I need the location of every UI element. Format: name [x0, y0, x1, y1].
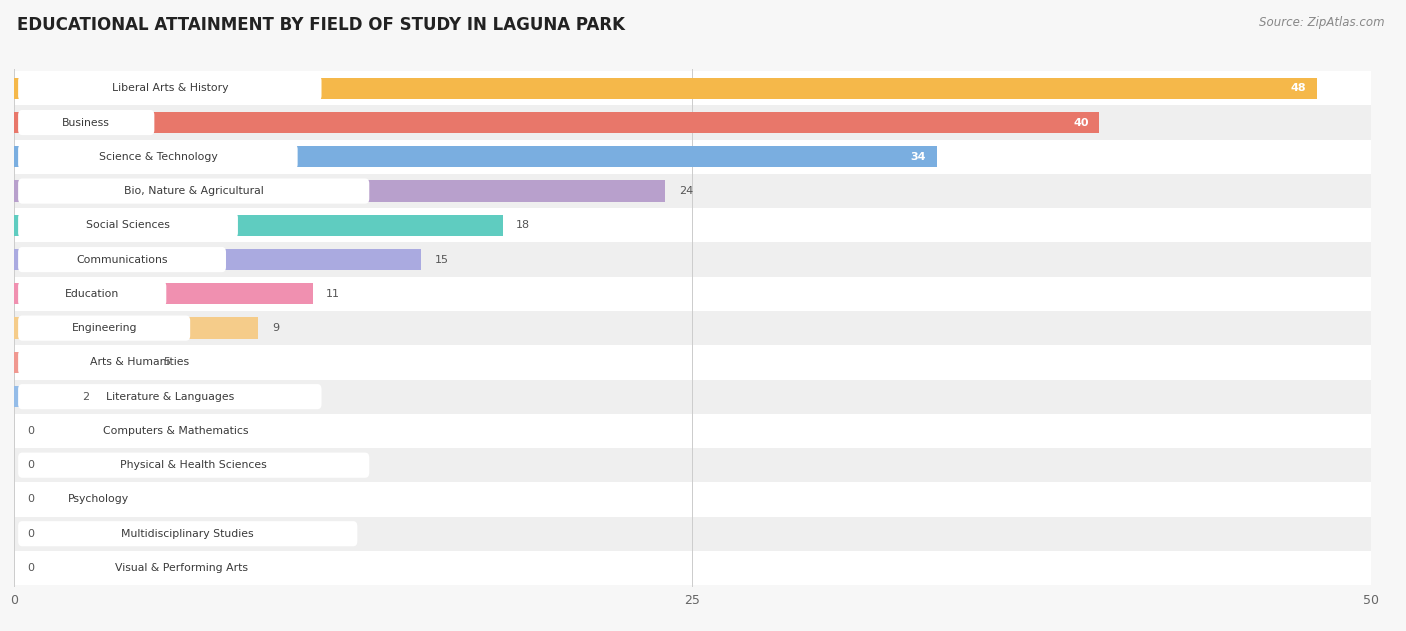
FancyBboxPatch shape	[18, 384, 322, 410]
FancyBboxPatch shape	[14, 71, 1371, 105]
Bar	[14, 112, 1099, 133]
Text: 0: 0	[28, 495, 35, 504]
Bar	[14, 215, 502, 236]
FancyBboxPatch shape	[14, 448, 1371, 482]
Text: Visual & Performing Arts: Visual & Performing Arts	[115, 563, 249, 573]
FancyBboxPatch shape	[14, 311, 1371, 345]
Text: 0: 0	[28, 460, 35, 470]
Text: 48: 48	[1291, 83, 1306, 93]
Text: 34: 34	[910, 152, 925, 162]
FancyBboxPatch shape	[14, 105, 1371, 139]
Text: Engineering: Engineering	[72, 323, 136, 333]
FancyBboxPatch shape	[14, 414, 1371, 448]
Text: Business: Business	[62, 117, 110, 127]
Text: Literature & Languages: Literature & Languages	[105, 392, 233, 402]
FancyBboxPatch shape	[18, 555, 346, 581]
FancyBboxPatch shape	[14, 517, 1371, 551]
FancyBboxPatch shape	[18, 452, 370, 478]
Text: 11: 11	[326, 289, 340, 299]
FancyBboxPatch shape	[14, 139, 1371, 174]
Text: Arts & Humanities: Arts & Humanities	[90, 357, 190, 367]
FancyBboxPatch shape	[14, 174, 1371, 208]
Bar	[14, 351, 150, 373]
Text: Education: Education	[65, 289, 120, 299]
Text: 24: 24	[679, 186, 693, 196]
Bar	[14, 180, 665, 202]
Text: 9: 9	[271, 323, 278, 333]
Text: 5: 5	[163, 357, 170, 367]
Bar	[14, 146, 936, 167]
FancyBboxPatch shape	[14, 242, 1371, 277]
FancyBboxPatch shape	[14, 277, 1371, 311]
FancyBboxPatch shape	[18, 521, 357, 546]
Text: 2: 2	[82, 392, 89, 402]
FancyBboxPatch shape	[18, 418, 333, 444]
FancyBboxPatch shape	[14, 208, 1371, 242]
FancyBboxPatch shape	[18, 247, 226, 272]
FancyBboxPatch shape	[18, 179, 370, 204]
Text: Source: ZipAtlas.com: Source: ZipAtlas.com	[1260, 16, 1385, 29]
Text: Physical & Health Sciences: Physical & Health Sciences	[121, 460, 267, 470]
Text: Psychology: Psychology	[67, 495, 129, 504]
Text: 40: 40	[1073, 117, 1088, 127]
Text: Computers & Mathematics: Computers & Mathematics	[103, 426, 249, 436]
Text: EDUCATIONAL ATTAINMENT BY FIELD OF STUDY IN LAGUNA PARK: EDUCATIONAL ATTAINMENT BY FIELD OF STUDY…	[17, 16, 624, 34]
FancyBboxPatch shape	[18, 281, 166, 307]
FancyBboxPatch shape	[18, 487, 179, 512]
FancyBboxPatch shape	[18, 144, 298, 169]
FancyBboxPatch shape	[14, 379, 1371, 414]
Text: Communications: Communications	[76, 254, 167, 264]
Bar	[14, 78, 1316, 99]
Bar	[14, 386, 69, 407]
Text: Social Sciences: Social Sciences	[86, 220, 170, 230]
FancyBboxPatch shape	[14, 345, 1371, 379]
Bar	[14, 283, 312, 305]
Text: 18: 18	[516, 220, 530, 230]
FancyBboxPatch shape	[18, 110, 155, 135]
FancyBboxPatch shape	[18, 350, 262, 375]
FancyBboxPatch shape	[18, 213, 238, 238]
Text: Multidisciplinary Studies: Multidisciplinary Studies	[121, 529, 254, 539]
Text: 0: 0	[28, 426, 35, 436]
Text: 0: 0	[28, 563, 35, 573]
Text: Bio, Nature & Agricultural: Bio, Nature & Agricultural	[124, 186, 263, 196]
Text: Science & Technology: Science & Technology	[98, 152, 218, 162]
FancyBboxPatch shape	[14, 551, 1371, 585]
Text: Liberal Arts & History: Liberal Arts & History	[111, 83, 228, 93]
Bar	[14, 317, 259, 339]
FancyBboxPatch shape	[14, 482, 1371, 517]
Text: 15: 15	[434, 254, 449, 264]
FancyBboxPatch shape	[18, 316, 190, 341]
Bar	[14, 249, 422, 270]
Text: 0: 0	[28, 529, 35, 539]
FancyBboxPatch shape	[18, 76, 322, 101]
